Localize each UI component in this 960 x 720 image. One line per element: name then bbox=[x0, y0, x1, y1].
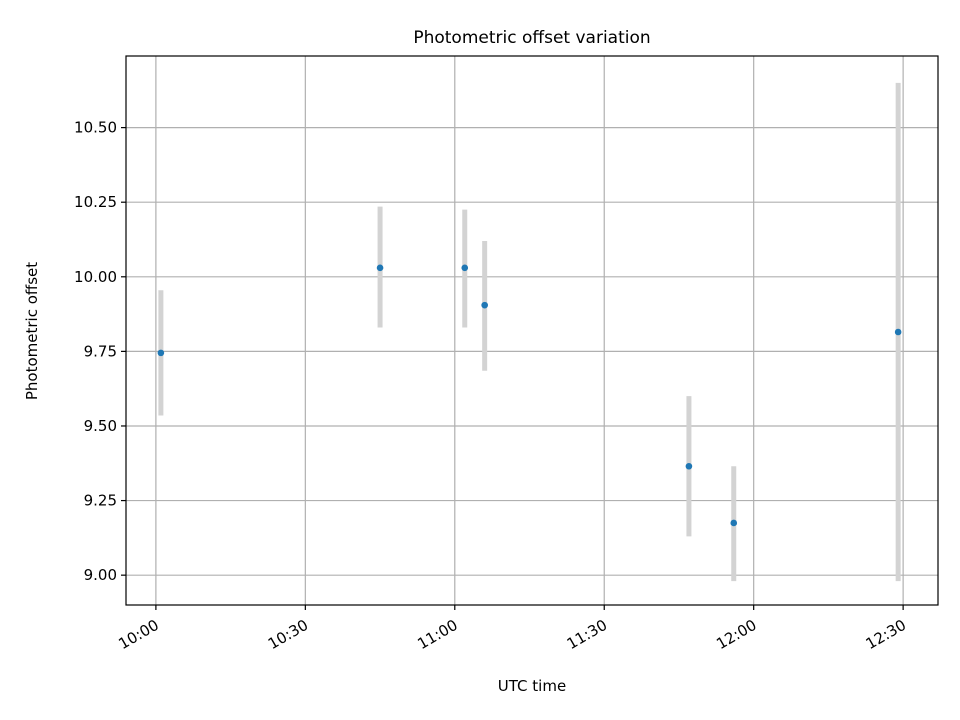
y-tick-label: 10.50 bbox=[74, 119, 117, 137]
y-tick-label: 9.25 bbox=[84, 492, 117, 510]
data-point bbox=[685, 462, 693, 470]
data-point bbox=[376, 264, 384, 272]
data-point bbox=[894, 328, 902, 336]
y-tick-label: 9.00 bbox=[84, 566, 117, 584]
plot-area-frame bbox=[125, 55, 939, 606]
x-axis-label: UTC time bbox=[498, 677, 566, 695]
y-tick-label: 10.25 bbox=[74, 193, 117, 211]
y-tick-label: 9.50 bbox=[84, 417, 117, 435]
y-axis-label: Photometric offset bbox=[23, 262, 41, 400]
data-points bbox=[157, 264, 902, 527]
y-axis-ticks: 9.00 9.25 9.50 9.75 10.00 10.25 10.50 bbox=[74, 119, 126, 584]
y-tick-label: 10.00 bbox=[74, 268, 117, 286]
data-point bbox=[461, 264, 469, 272]
y-tick-label: 9.75 bbox=[84, 342, 117, 360]
data-point bbox=[157, 349, 165, 357]
gridlines bbox=[126, 56, 938, 605]
data-point bbox=[730, 519, 738, 527]
chart-title: Photometric offset variation bbox=[413, 28, 650, 48]
data-point bbox=[481, 301, 488, 309]
